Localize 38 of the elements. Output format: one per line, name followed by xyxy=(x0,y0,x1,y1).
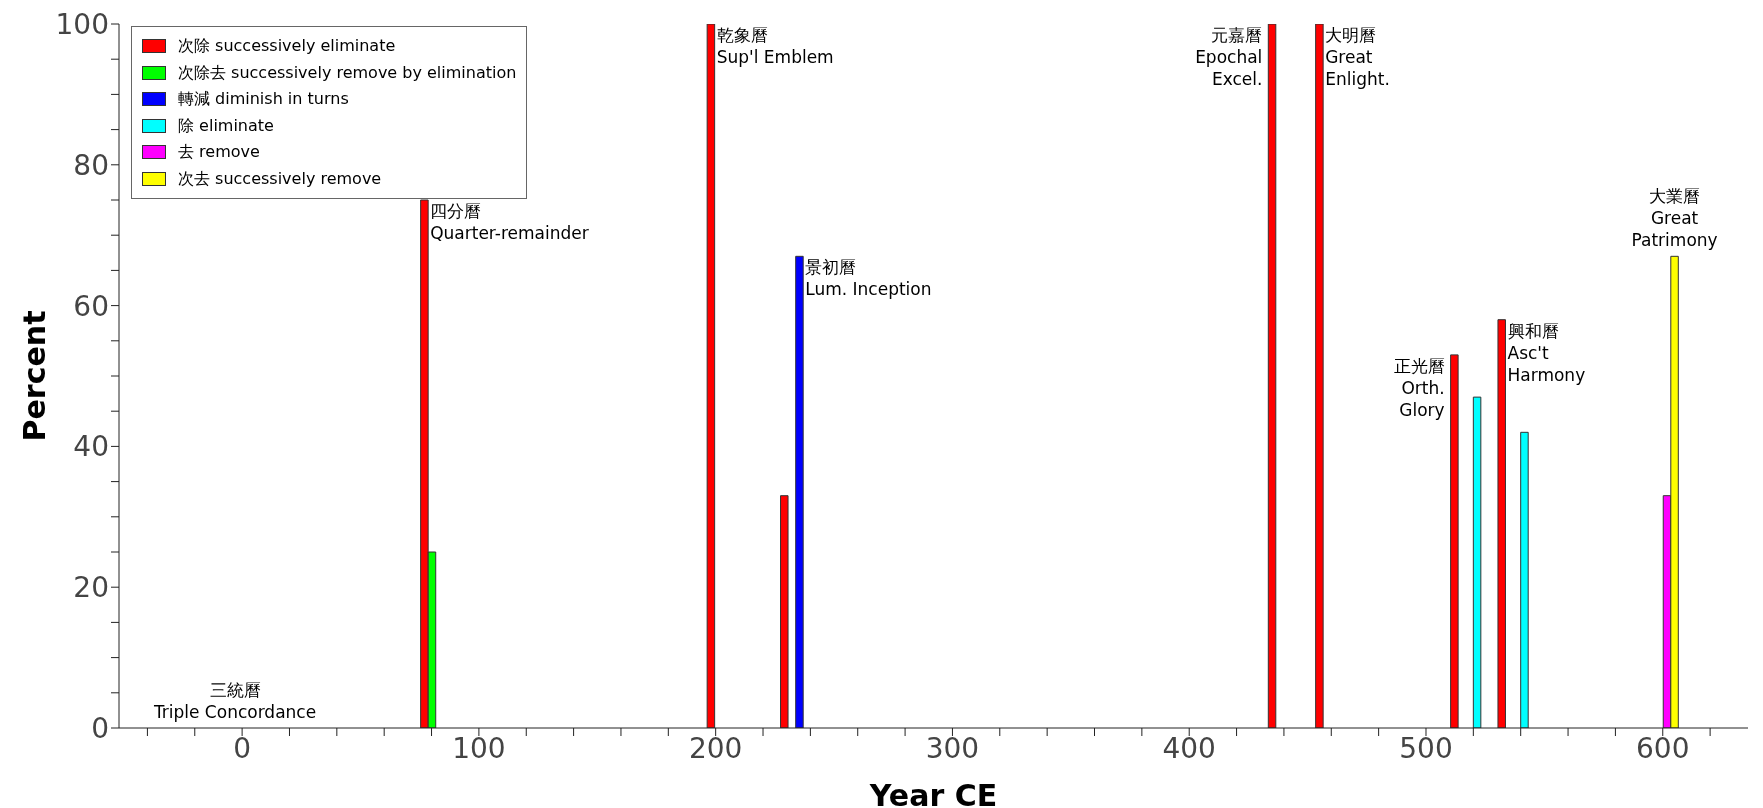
bar xyxy=(1267,24,1277,728)
legend-label: 次除 successively eliminate xyxy=(178,35,396,57)
bar xyxy=(706,24,716,728)
x-axis-title: Year CE xyxy=(868,778,998,808)
legend-label: 次去 successively remove xyxy=(178,167,382,190)
legend-label: 次除去 successively remove by elimination xyxy=(178,61,517,84)
annotation: 景初曆 Lum. Inception xyxy=(805,257,932,300)
x-tick-label: 300 xyxy=(925,731,980,765)
legend-label: 去 remove xyxy=(178,141,260,163)
annotation: 三統曆 Triple Concordance xyxy=(152,680,317,722)
y-tick-label: 60 xyxy=(73,289,109,323)
x-tick-label: 500 xyxy=(1399,731,1453,765)
y-tick-label: 100 xyxy=(55,7,109,41)
x-tick-label: 200 xyxy=(688,731,743,765)
annotation: 大業曆 Great Patrimony xyxy=(1631,186,1718,251)
bar xyxy=(1315,24,1324,728)
bar xyxy=(1520,431,1529,728)
x-tick-label: 100 xyxy=(452,731,506,765)
legend-label: 轉減 diminish in turns xyxy=(178,88,349,110)
x-tick-label: 0 xyxy=(233,731,252,765)
x-tick-label: 600 xyxy=(1636,731,1690,765)
bar xyxy=(1472,396,1482,728)
bar xyxy=(780,495,789,728)
y-tick-label: 80 xyxy=(73,148,109,182)
bar xyxy=(795,255,804,728)
legend-label: 除 eliminate xyxy=(178,114,274,137)
annotation: 興和曆 Asc't Harmony xyxy=(1507,320,1586,385)
annotation: 大明曆 Great Enlight. xyxy=(1325,25,1390,89)
bar xyxy=(1497,319,1506,728)
y-axis-title: Percent xyxy=(16,310,52,442)
annotation: 元嘉曆 Epochal Excel. xyxy=(1195,25,1263,89)
x-tick-label: 400 xyxy=(1162,731,1216,765)
annotation: 四分曆 Quarter-remainder xyxy=(430,201,589,243)
y-tick-label: 20 xyxy=(73,571,109,605)
y-tick-label: 40 xyxy=(73,430,109,464)
annotation: 正光曆 Orth. Glory xyxy=(1393,355,1445,420)
bar xyxy=(1450,354,1459,728)
annotation: 乾象曆 Sup'l Emblem xyxy=(716,25,834,67)
